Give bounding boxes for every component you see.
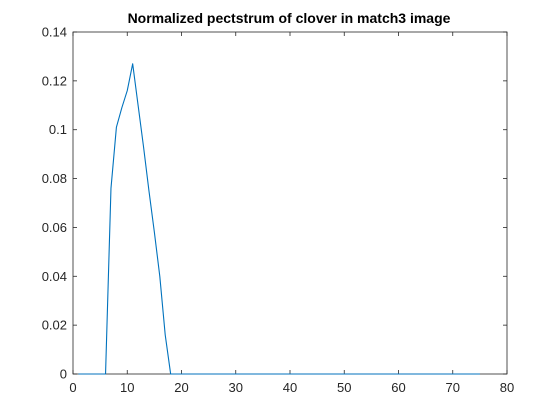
y-tick-label: 0.06 (42, 220, 67, 235)
x-tick-label: 30 (229, 380, 243, 395)
y-tick-label: 0 (60, 367, 67, 382)
chart-title: Normalized pectstrum of clover in match3… (128, 10, 451, 26)
x-tick-label: 70 (446, 380, 460, 395)
y-tick-label: 0.12 (42, 73, 67, 88)
x-tick-label: 10 (120, 380, 134, 395)
x-tick-label: 80 (500, 380, 514, 395)
y-tick-label: 0.04 (42, 269, 67, 284)
axes: 0 10 20 30 40 50 60 70 80 0 0.02 0.04 0.06 0.08 0.1 0.1… (42, 25, 515, 396)
x-tick-label: 20 (174, 380, 188, 395)
y-tick-label: 0.14 (42, 25, 67, 40)
x-tick-label: 40 (283, 380, 297, 395)
x-tick-label: 60 (391, 380, 405, 395)
x-tick-label: 50 (337, 380, 351, 395)
y-tick-label: 0.08 (42, 171, 67, 186)
axes-box (73, 32, 507, 374)
x-tick-label: 0 (69, 380, 76, 395)
y-tick-label: 0.02 (42, 318, 67, 333)
y-tick-label: 0.1 (49, 122, 67, 137)
